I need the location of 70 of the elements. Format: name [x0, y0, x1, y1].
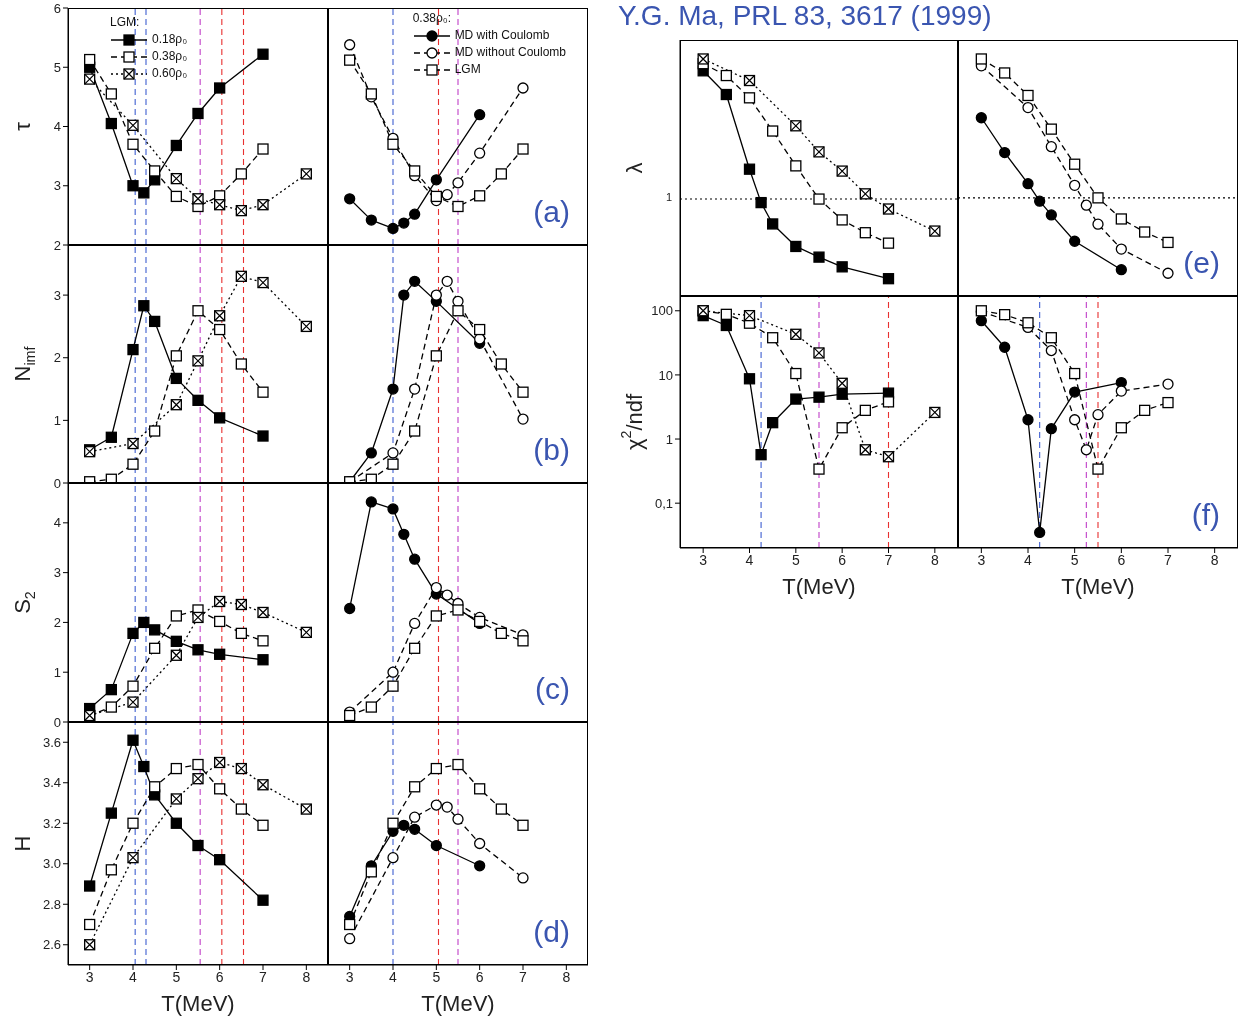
y-axis-title: λ — [621, 162, 647, 174]
y-tick-label: 3 — [53, 178, 61, 194]
y-tick-label: 4 — [53, 515, 61, 531]
y-tick-label: 1 — [53, 412, 61, 428]
x-axis-title: T(MeV) — [782, 574, 856, 599]
x-tick-label: 3 — [345, 968, 354, 985]
y-tick-label: 3.6 — [42, 734, 61, 750]
x-tick-label: 6 — [215, 968, 224, 985]
legend-label: MD with Coulomb — [454, 27, 550, 44]
x-tick-label: 3 — [977, 551, 986, 568]
x-tick-label: 8 — [302, 968, 311, 985]
x-tick-label: 5 — [1070, 551, 1079, 568]
y-tick-label: 10 — [658, 367, 673, 383]
y-tick-label: 2 — [53, 615, 61, 631]
x-tick-label: 7 — [519, 968, 528, 985]
y-tick-label: 2 — [53, 350, 61, 366]
y-tick-label: 3.4 — [42, 775, 61, 791]
y-tick-label: 3 — [53, 565, 61, 581]
chart-title: Y.G. Ma, PRL 83, 3617 (1999) — [618, 0, 992, 32]
x-tick-label: 5 — [172, 968, 181, 985]
x-tick-label: 5 — [791, 551, 800, 568]
x-axis-title: T(MeV) — [421, 991, 495, 1016]
y-tick-label: 5 — [53, 59, 61, 75]
x-tick-label: 5 — [432, 968, 441, 985]
y-tick-label: 2.6 — [42, 937, 61, 953]
y-tick-label: 0 — [53, 714, 61, 730]
legend-label: MD without Coulomb — [454, 44, 566, 61]
y-tick-label: 2 — [53, 237, 61, 253]
y-axis-title: H — [9, 835, 35, 852]
x-tick-label: 6 — [1117, 551, 1126, 568]
x-tick-label: 6 — [838, 551, 847, 568]
legend-title: LGM: — [110, 14, 141, 31]
x-tick-label: 4 — [745, 551, 754, 568]
legend-label: LGM — [454, 61, 481, 78]
x-tick-label: 3 — [85, 968, 94, 985]
x-tick-label: 4 — [389, 968, 398, 985]
annotation: (f) — [1191, 498, 1220, 532]
annotation: (a) — [533, 195, 570, 229]
x-axis-title: T(MeV) — [161, 991, 235, 1016]
legend-label: 0.38ρ₀ — [152, 48, 188, 65]
legend-label: 0.60ρ₀ — [152, 65, 188, 82]
legend-label: 0.18ρ₀ — [152, 31, 188, 48]
x-tick-label: 8 — [562, 968, 571, 985]
y-tick-label: 1 — [53, 664, 61, 680]
y-axis-title: τ — [9, 121, 35, 131]
x-tick-label: 4 — [129, 968, 138, 985]
y-tick-label: 3 — [53, 287, 61, 303]
y-tick-label: 6 — [53, 0, 61, 16]
x-tick-label: 4 — [1024, 551, 1033, 568]
y-tick-label: 0,1 — [654, 495, 673, 511]
annotation: (c) — [535, 672, 570, 706]
annotation: (d) — [533, 915, 570, 949]
y-tick-label: 4 — [53, 119, 61, 135]
legend-title: 0.38ρ₀: — [412, 10, 453, 27]
x-tick-label: 7 — [259, 968, 268, 985]
x-tick-label: 8 — [930, 551, 939, 568]
annotation: (e) — [1183, 246, 1220, 280]
y-tick-label: 0 — [53, 475, 61, 491]
y-tick-label: 1 — [665, 431, 673, 447]
x-tick-label: 8 — [1210, 551, 1219, 568]
x-axis-title: T(MeV) — [1061, 574, 1135, 599]
y-tick-label: 100 — [651, 303, 673, 319]
y-tick-label: 3.0 — [42, 856, 61, 872]
x-tick-label: 3 — [699, 551, 708, 568]
x-tick-label: 7 — [1164, 551, 1173, 568]
annotation: (b) — [533, 433, 570, 467]
y-tick-label: 2.8 — [42, 896, 61, 912]
x-tick-label: 6 — [475, 968, 484, 985]
x-tick-label: 7 — [884, 551, 893, 568]
y-tick-label: 3.2 — [42, 815, 61, 831]
